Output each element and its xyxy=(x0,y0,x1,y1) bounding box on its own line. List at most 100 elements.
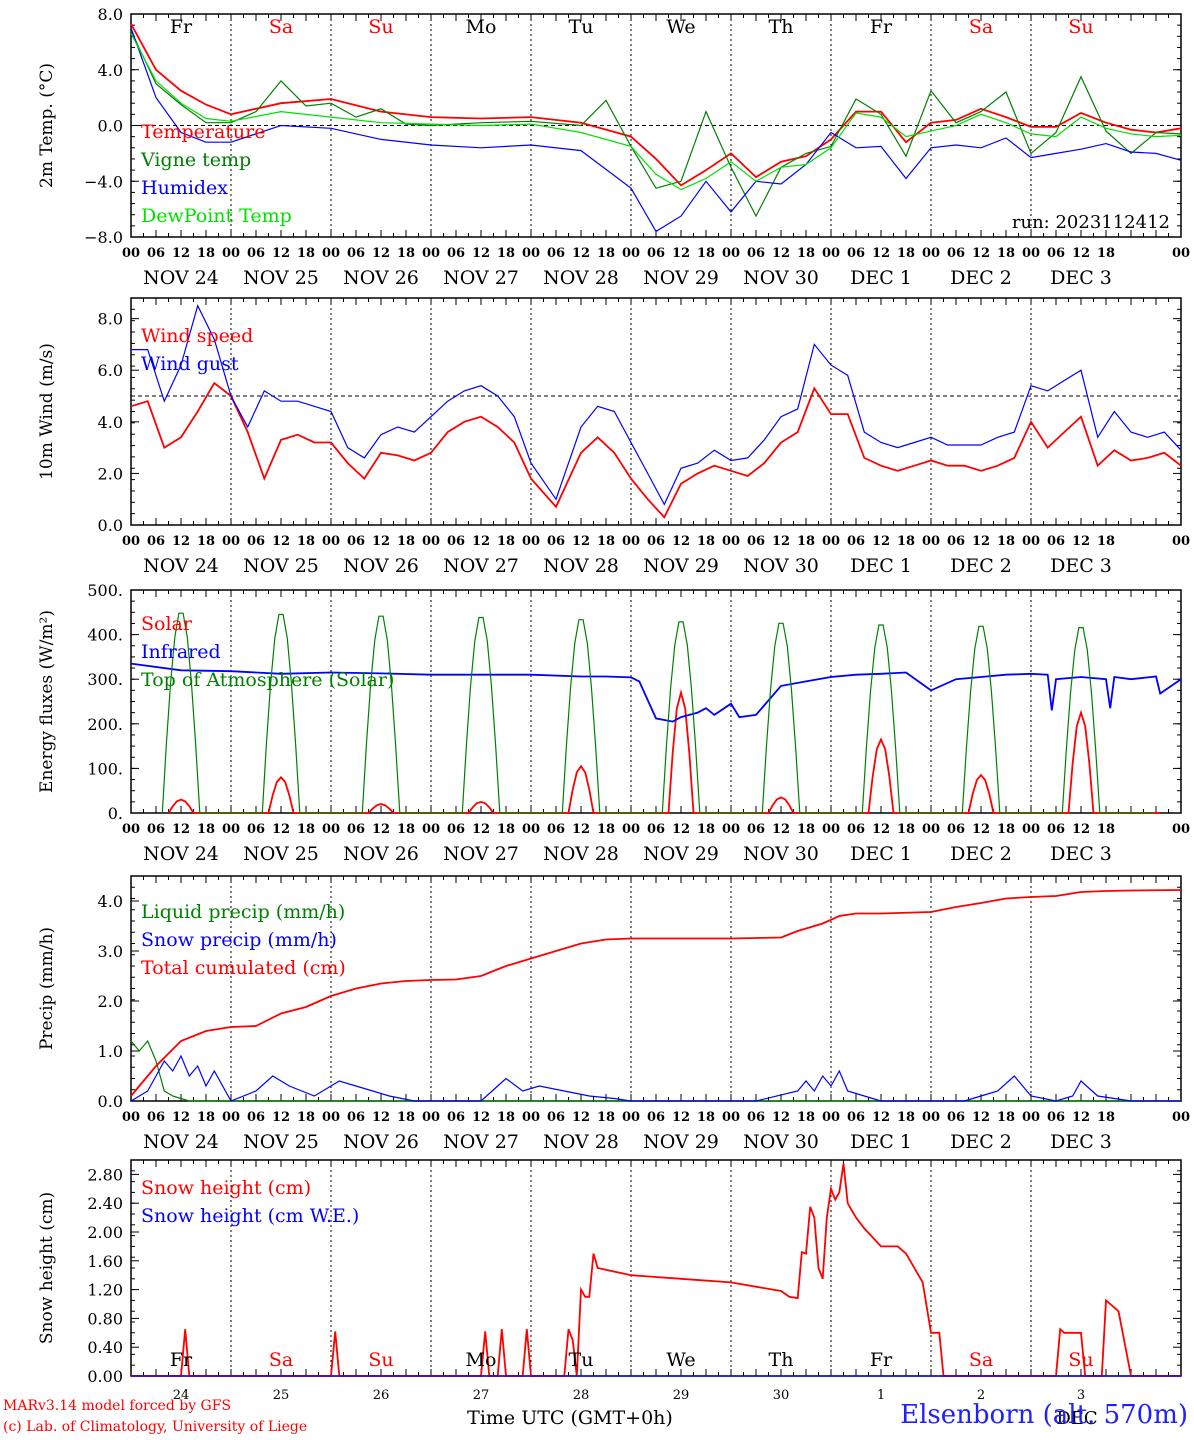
y-tick-label: 6.0 xyxy=(98,361,123,380)
hour-tick-label: 00 xyxy=(322,1110,340,1125)
y-tick-label: −8.0 xyxy=(84,228,123,247)
hour-tick-label: 00 xyxy=(922,822,940,837)
hour-tick-label: 18 xyxy=(1097,822,1115,837)
y-tick-label: 4.0 xyxy=(98,61,123,80)
hour-tick-label: 18 xyxy=(197,246,215,261)
hour-tick-label: 00 xyxy=(922,1110,940,1125)
y-tick-label: 2.0 xyxy=(98,464,123,483)
plot-frame xyxy=(130,297,1182,526)
date-label: NOV 26 xyxy=(343,555,419,577)
day-number-label: 1 xyxy=(877,1388,885,1403)
hour-tick-label: 00 xyxy=(322,534,340,549)
legend-liquid-precip-mm-h-: Liquid precip (mm/h) xyxy=(141,901,345,923)
hour-tick-label: 12 xyxy=(472,1110,490,1125)
hour-tick-label: 18 xyxy=(397,1110,415,1125)
series-line-vigne-temp xyxy=(130,30,1182,218)
hour-tick-label: 12 xyxy=(572,1110,590,1125)
hour-tick-label: 00 xyxy=(522,822,540,837)
hour-tick-label: 06 xyxy=(1047,822,1065,837)
series-line-dewpoint-temp xyxy=(130,33,1182,191)
hour-tick-label: 18 xyxy=(797,246,815,261)
day-number-label: 2 xyxy=(977,1388,985,1403)
date-label: DEC 2 xyxy=(950,555,1012,577)
hour-tick-label: 12 xyxy=(1072,534,1090,549)
y-axis-label: Energy fluxes (W/m²) xyxy=(37,610,57,793)
legend-solar: Solar xyxy=(141,613,193,635)
hour-tick-label: 00 xyxy=(422,822,440,837)
hour-tick-label: 18 xyxy=(597,1110,615,1125)
hour-tick-label: 12 xyxy=(972,534,990,549)
legend-wind-gust: Wind gust xyxy=(141,353,239,375)
day-number-label: 25 xyxy=(273,1388,290,1403)
hour-tick-label: 06 xyxy=(1047,534,1065,549)
hour-tick-label: 00 xyxy=(122,1110,140,1125)
hour-tick-label: 00 xyxy=(1172,822,1190,837)
panel-4 xyxy=(130,875,1182,1102)
hour-tick-label: 06 xyxy=(747,246,765,261)
panel-2 xyxy=(130,297,1182,526)
weekday-label: Sa xyxy=(269,1349,293,1371)
series-line-wind-speed xyxy=(130,381,1182,519)
day-number-label: 29 xyxy=(673,1388,690,1403)
hour-tick-label: 00 xyxy=(522,534,540,549)
hour-tick-label: 18 xyxy=(797,1110,815,1125)
hour-tick-label: 12 xyxy=(772,534,790,549)
hour-tick-label: 18 xyxy=(497,246,515,261)
series-line-infrared xyxy=(130,662,1182,723)
day-number-label: 3 xyxy=(1077,1388,1085,1403)
weekday-label: We xyxy=(666,16,695,38)
date-label: NOV 25 xyxy=(243,267,319,289)
weekday-label: Mo xyxy=(466,1349,497,1371)
date-label: NOV 30 xyxy=(743,267,819,289)
date-label: NOV 28 xyxy=(543,267,619,289)
hour-tick-label: 00 xyxy=(622,246,640,261)
y-tick-label: 0.40 xyxy=(87,1338,123,1357)
hour-tick-label: 00 xyxy=(722,822,740,837)
hour-tick-label: 06 xyxy=(247,534,265,549)
hour-tick-label: 12 xyxy=(872,534,890,549)
hour-tick-label: 18 xyxy=(597,246,615,261)
hour-tick-label: 12 xyxy=(172,1110,190,1125)
hour-tick-label: 06 xyxy=(847,534,865,549)
hour-tick-label: 18 xyxy=(397,534,415,549)
hour-tick-label: 18 xyxy=(497,1110,515,1125)
series-line-snow-precip-mm-h- xyxy=(130,1054,1181,1102)
hour-tick-label: 06 xyxy=(847,246,865,261)
series-line-total-cumulated-cm- xyxy=(130,889,1182,1097)
y-tick-label: 8.0 xyxy=(98,310,123,329)
legend-dewpoint-temp: DewPoint Temp xyxy=(141,205,292,227)
y-tick-label: 1.0 xyxy=(98,1042,123,1061)
hour-tick-label: 00 xyxy=(222,822,240,837)
date-label: DEC 3 xyxy=(1050,1131,1112,1153)
date-label: DEC 1 xyxy=(850,1131,912,1153)
hour-tick-label: 18 xyxy=(997,534,1015,549)
y-tick-label: 1.20 xyxy=(87,1281,123,1300)
hour-tick-label: 18 xyxy=(497,822,515,837)
weekday-label: Tu xyxy=(569,16,594,38)
hour-tick-label: 00 xyxy=(822,1110,840,1125)
hour-tick-label: 18 xyxy=(297,534,315,549)
hour-tick-label: 00 xyxy=(622,1110,640,1125)
hour-tick-label: 18 xyxy=(197,822,215,837)
hour-tick-label: 18 xyxy=(997,1110,1015,1125)
hour-tick-label: 12 xyxy=(372,534,390,549)
hour-tick-label: 12 xyxy=(672,1110,690,1125)
hour-tick-label: 18 xyxy=(897,534,915,549)
hour-tick-label: 06 xyxy=(747,534,765,549)
y-tick-label: 500. xyxy=(87,581,123,600)
y-axis-label: 2m Temp. (°C) xyxy=(37,63,57,188)
hour-tick-label: 18 xyxy=(697,822,715,837)
hour-tick-label: 00 xyxy=(522,1110,540,1125)
hour-tick-label: 00 xyxy=(422,534,440,549)
hour-tick-label: 12 xyxy=(472,246,490,261)
hour-tick-label: 18 xyxy=(1097,246,1115,261)
date-label: NOV 24 xyxy=(143,1131,219,1153)
hour-tick-label: 06 xyxy=(347,1110,365,1125)
hour-tick-label: 00 xyxy=(622,822,640,837)
hour-tick-label: 18 xyxy=(297,246,315,261)
y-tick-label: −4.0 xyxy=(84,172,123,191)
hour-tick-label: 12 xyxy=(572,822,590,837)
hour-tick-label: 12 xyxy=(172,246,190,261)
series-line-temperature xyxy=(130,23,1182,187)
hour-tick-label: 06 xyxy=(1047,1110,1065,1125)
